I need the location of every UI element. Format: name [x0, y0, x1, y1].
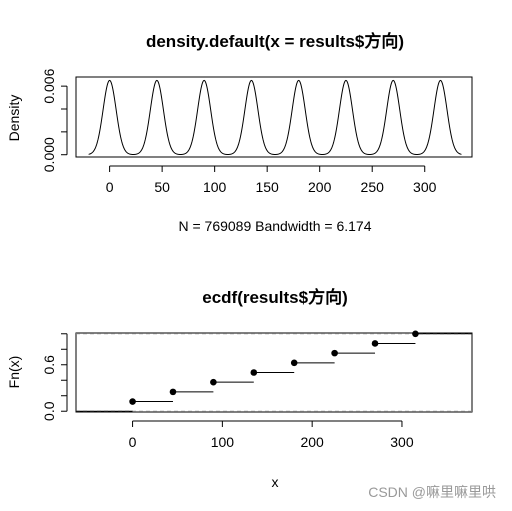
- ecdf-point: [250, 369, 258, 376]
- density-x-tick-label: 300: [413, 179, 437, 195]
- density-x-tick-label: 0: [106, 179, 114, 195]
- density-x-axis: 0 50 100 150 200 250 300: [106, 165, 437, 195]
- ecdf-point: [331, 349, 338, 357]
- ecdf-point: [169, 388, 177, 396]
- ecdf-point: [290, 359, 298, 367]
- density-x-tick-label: 250: [361, 179, 385, 195]
- ecdf-point: [129, 398, 136, 405]
- density-plot-title: density.default(x = results$方向): [146, 31, 404, 51]
- ecdf-point: [210, 378, 217, 386]
- density-x-tick-label: 100: [203, 179, 227, 195]
- ecdf-x-tick-label: 0: [129, 434, 137, 450]
- density-x-tick-label: 200: [308, 179, 332, 195]
- density-y-tick-label: 0.006: [41, 68, 57, 103]
- density-curve: [88, 79, 462, 156]
- ecdf-steps: [76, 333, 472, 412]
- watermark: CSDN @嘛里嘛里哄: [368, 484, 496, 500]
- ecdf-x-tick-label: 100: [211, 434, 235, 450]
- density-y-tick-label: 0.000: [41, 137, 57, 172]
- density-plot-frame: [75, 76, 473, 158]
- density-y-axis: 0.000 0.006: [41, 68, 68, 172]
- ecdf-point: [412, 330, 419, 338]
- ecdf-y-tick-label: 0.6: [41, 355, 57, 375]
- density-plot: density.default(x = results$方向) 0 50 100 15…: [6, 31, 473, 234]
- ecdf-y-axis: 0.0 0.6: [41, 333, 68, 421]
- ecdf-point: [371, 340, 379, 347]
- ecdf-x-tick-label: 200: [300, 434, 324, 450]
- density-y-label: Density: [6, 95, 22, 142]
- ecdf-plot: ecdf(results$方向) 0 100 200 300 0.0 0.6 Fn(x)…: [6, 287, 473, 490]
- ecdf-plot-frame: [75, 332, 473, 413]
- ecdf-y-label: Fn(x): [6, 356, 22, 389]
- ecdf-x-label: x: [272, 474, 279, 490]
- ecdf-plot-title: ecdf(results$方向): [202, 287, 347, 307]
- ecdf-x-axis: 0 100 200 300: [129, 420, 414, 450]
- density-x-tick-label: 50: [154, 179, 170, 195]
- density-x-tick-label: 150: [255, 179, 279, 195]
- ecdf-x-tick-label: 300: [390, 434, 414, 450]
- density-x-label: N = 769089 Bandwidth = 6.174: [178, 218, 371, 234]
- ecdf-y-tick-label: 0.0: [41, 401, 57, 421]
- ecdf-reference-lines: [76, 333, 472, 412]
- ecdf-points: [129, 330, 419, 405]
